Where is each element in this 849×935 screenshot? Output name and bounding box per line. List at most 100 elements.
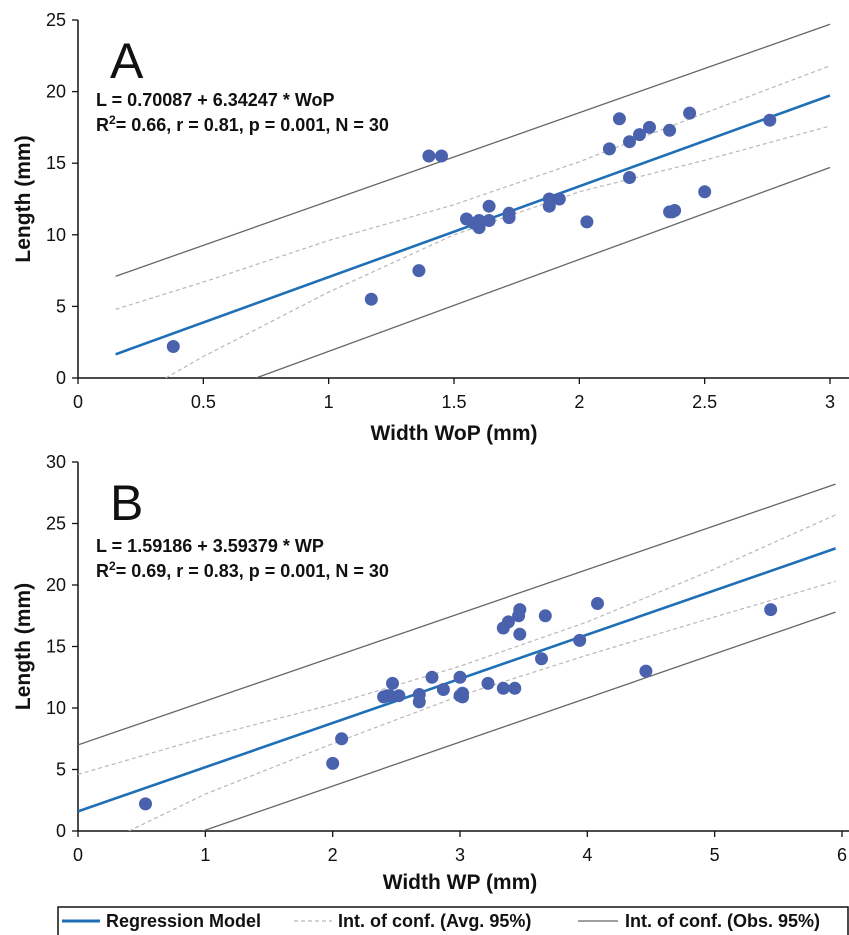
data-point [453,689,467,703]
legend-box [57,906,849,935]
x-tick-label: 1 [200,845,210,865]
y-tick-label: 0 [56,821,66,841]
obs-ci-upper-line [115,23,831,277]
data-point [535,652,548,666]
y-tick-label: 15 [46,153,66,173]
data-point [763,113,777,127]
data-point [591,597,604,610]
data-point [412,264,426,278]
data-point [436,683,450,696]
x-tick-label: 0.5 [191,392,216,412]
data-point [552,192,566,206]
data-point [683,106,697,120]
x-tick-label: 0 [73,392,83,412]
data-point [472,221,486,235]
panel-letter: A [110,33,144,89]
data-point [386,676,399,690]
data-point [139,797,152,811]
regression-stats: R2= 0.69, r = 0.83, p = 0.001, N = 30 [96,559,389,581]
data-point [580,215,594,229]
data-point [633,128,646,142]
panel-b: 0 5 10 15 20 25 30 0 1 2 3 4 5 6 Width WP (mm) Length (… [12,452,849,894]
obs-ci-lower-line [202,611,836,831]
y-tick-label: 5 [56,296,66,316]
data-point [698,185,712,199]
x-tick-label: 0 [73,845,83,865]
stats-values: = 0.66, r = 0.81, p = 0.001, N = 30 [116,115,389,135]
data-point [481,676,495,690]
data-point [453,670,467,684]
data-point [335,732,349,746]
x-tick-label: 1.5 [441,392,466,412]
legend-regression-label: Regression Model [106,911,261,931]
data-point [538,609,552,623]
data-point [764,603,778,617]
x-axis-title: Width WoP (mm) [370,422,537,445]
data-point [513,627,527,641]
panel-letter: B [110,475,143,531]
data-point [573,633,587,647]
stats-superscript: 2 [109,559,116,573]
data-point [482,199,496,213]
data-point [665,205,679,219]
y-axis-title: Length (mm) [12,583,35,710]
y-tick-label: 25 [46,514,66,534]
y-tick-label: 25 [46,10,66,30]
data-point [412,695,426,709]
data-point [639,664,653,678]
obs-ci-lower-line [255,166,831,378]
regression-equation: L = 0.70087 + 6.34247 * WoP [96,90,335,110]
avg-ci-lower-line [165,125,831,378]
data-point [392,689,406,703]
x-axis-title: Width WP (mm) [383,871,538,894]
data-point [602,142,616,156]
obs-ci-upper-line [78,483,836,746]
x-tick-label: 3 [825,392,835,412]
data-point [623,135,636,149]
y-tick-label: 20 [46,82,66,102]
y-tick-label: 30 [46,452,66,472]
stats-superscript: 2 [109,113,116,127]
regression-stats: R2= 0.66, r = 0.81, p = 0.001, N = 30 [96,113,389,135]
data-point [482,214,496,227]
data-point [435,149,448,163]
y-axis-title: Length (mm) [12,135,35,262]
data-point [612,112,626,126]
y-tick-label: 5 [56,760,66,780]
avg-ci-upper-line [115,65,831,310]
data-point [663,123,677,137]
data-point [508,681,522,695]
stats-r: R [96,561,109,581]
y-tick-label: 10 [46,698,66,718]
x-tick-label: 2 [574,392,584,412]
data-point [502,211,516,225]
legend-obs-label: Int. of conf. (Obs. 95%) [625,911,820,931]
y-tick-label: 0 [56,368,66,388]
data-point [326,756,340,770]
avg-ci-lower-line [128,580,836,831]
data-point [166,340,180,353]
stats-r: R [96,115,109,135]
data-point [422,149,436,163]
legend: Regression Model Int. of conf. (Avg. 95%… [57,906,849,935]
legend-avg-label: Int. of conf. (Avg. 95%) [338,911,531,931]
x-tick-label: 2 [328,845,338,865]
data-point [542,199,556,213]
x-tick-label: 3 [455,845,465,865]
y-tick-label: 20 [46,575,66,595]
x-tick-label: 4 [582,845,592,865]
stats-values: = 0.69, r = 0.83, p = 0.001, N = 30 [116,561,389,581]
x-tick-label: 6 [837,845,847,865]
x-tick-label: 5 [710,845,720,865]
panel-a: 0 5 10 15 20 25 0 0.5 1 1.5 2 2.5 3 Width WoP (mm) Len… [12,10,849,445]
data-point [383,689,397,703]
x-tick-label: 1 [324,392,334,412]
data-point [623,171,636,184]
regression-equation: L = 1.59186 + 3.59379 * WP [96,536,324,556]
y-tick-label: 15 [46,637,66,657]
data-point [513,603,527,617]
data-point [496,681,510,695]
y-tick-label: 10 [46,225,66,245]
data-point [501,615,515,629]
